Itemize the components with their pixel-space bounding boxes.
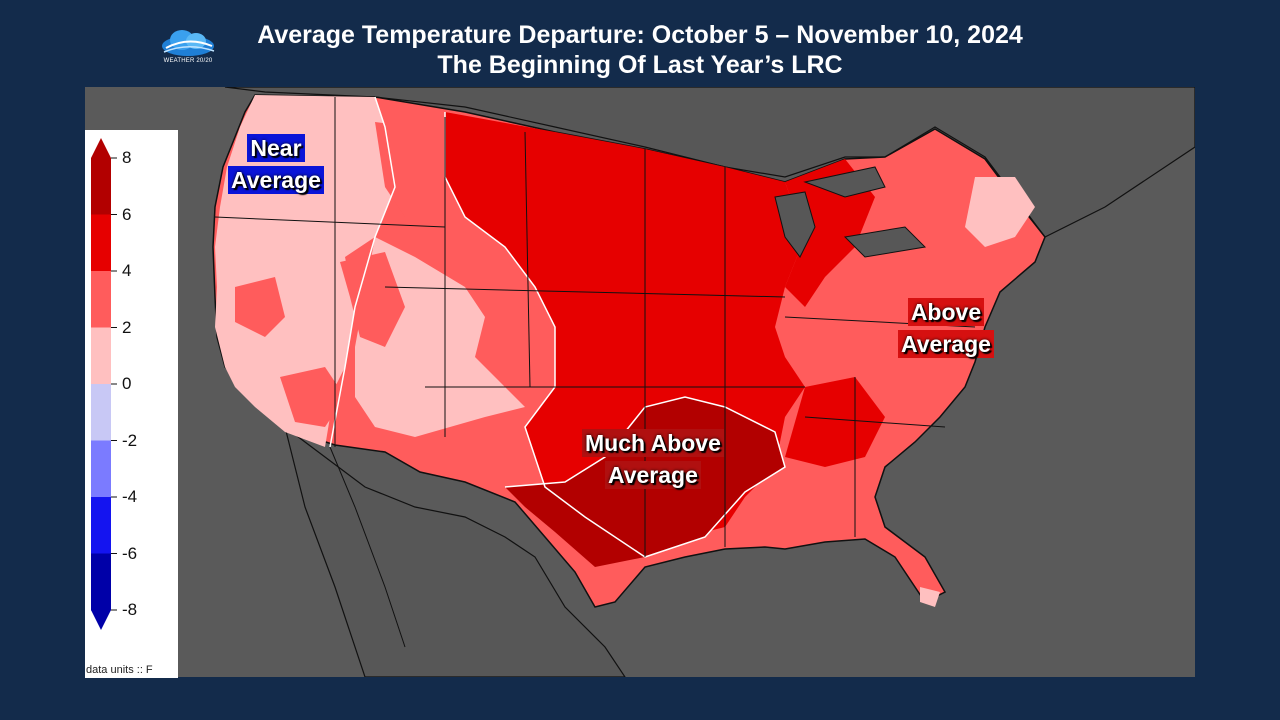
near-average-northeast: [965, 177, 1035, 247]
colorbar-band: [91, 271, 111, 328]
above-avg-utah: [340, 252, 405, 347]
warm-michigan: [785, 159, 875, 307]
legend-tick-label: -8: [122, 600, 138, 619]
mexico-land: [284, 425, 626, 677]
colorbar-band: [91, 497, 111, 554]
legend-tick-label: -4: [122, 487, 138, 506]
title-line-2: The Beginning Of Last Year’s LRC: [437, 51, 843, 79]
state-borders: [214, 97, 976, 557]
label-much-line1: Much Above: [582, 429, 724, 457]
weather-2020-logo: WEATHER 20/20: [152, 26, 224, 68]
colorbar-band: [91, 214, 111, 272]
label-above-line2: Average: [898, 330, 994, 358]
label-much-above-average: Much Above Average: [582, 427, 724, 491]
warm-southeast: [785, 377, 885, 467]
label-above-average: Above Average: [898, 296, 994, 360]
lake-superior: [803, 166, 886, 198]
legend-units: data units :: F: [86, 664, 153, 676]
colorbar-band: [91, 553, 111, 611]
lake-michigan: [774, 191, 816, 258]
colorbar-bottom-arrow: [91, 610, 111, 630]
colorbar: [91, 138, 117, 630]
lake-erie: [843, 226, 927, 258]
logo-text: WEATHER 20/20: [163, 58, 213, 64]
legend-tick-label: 4: [122, 261, 132, 280]
label-near-line1: Near: [247, 134, 305, 162]
label-near-line2: Average: [228, 166, 324, 194]
legend-tick-label: 0: [122, 374, 132, 393]
label-near-average: Near Average: [228, 132, 324, 196]
cloud-logo-icon: [162, 30, 215, 56]
above-avg-ca: [235, 277, 285, 337]
contour-central: [444, 112, 646, 558]
colorbar-band: [91, 384, 111, 441]
colorbar-band: [91, 158, 111, 215]
legend-tick-label: 8: [122, 148, 132, 167]
label-above-line1: Above: [907, 298, 985, 326]
legend-tick-label: 2: [122, 317, 132, 337]
above-avg-socal: [280, 367, 345, 427]
baja-coast: [329, 446, 406, 648]
legend-tick-label: -2: [122, 430, 138, 450]
legend-tick-label: 6: [122, 204, 132, 224]
legend-tick-label: -6: [122, 543, 138, 563]
title-line-1: Average Temperature Departure: October 5…: [257, 21, 1023, 49]
near-average-florida: [920, 587, 940, 607]
label-much-line2: Average: [604, 461, 701, 489]
colorbar-top-arrow: [91, 138, 111, 158]
canada-land: [224, 87, 1195, 238]
colorbar-band: [91, 327, 111, 385]
contour-west: [329, 96, 396, 448]
colorbar-band: [91, 440, 111, 498]
